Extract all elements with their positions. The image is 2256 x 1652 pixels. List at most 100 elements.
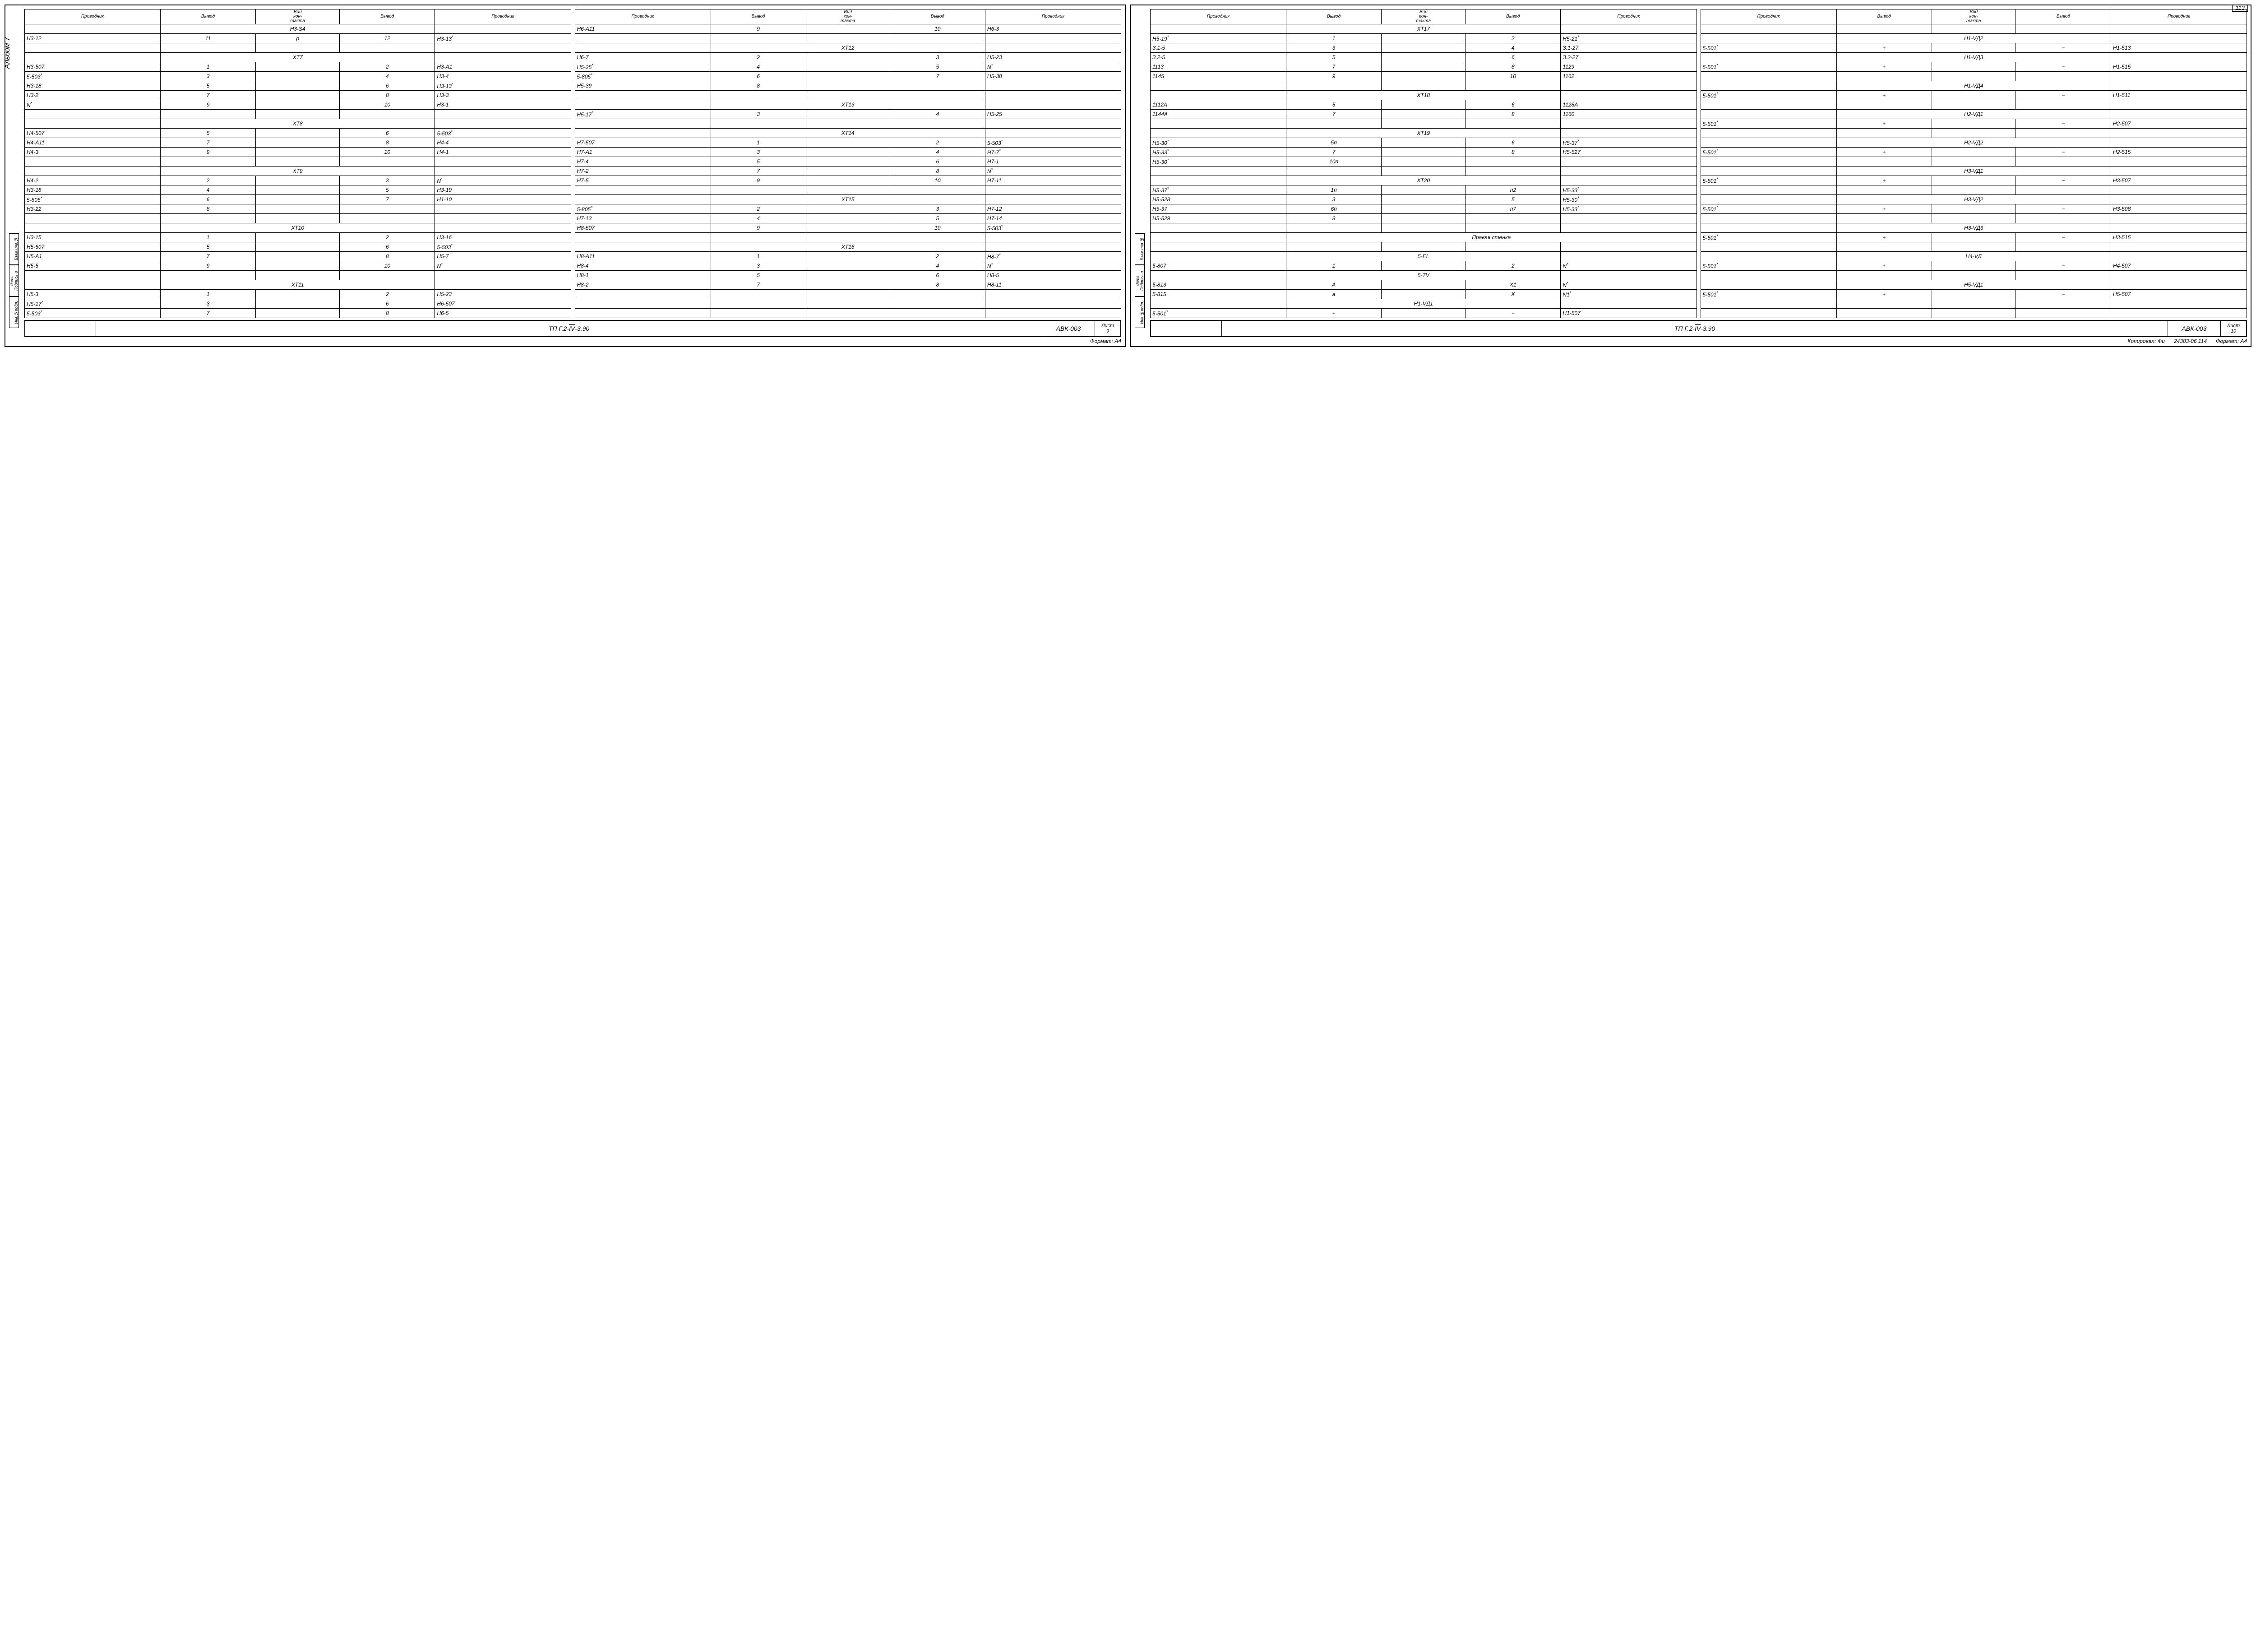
cell: 2 <box>1465 34 1561 43</box>
cell <box>256 43 340 53</box>
cell: Н5-33* <box>1561 204 1697 214</box>
cell: Н2-507 <box>2111 119 2247 129</box>
cell <box>435 271 571 280</box>
cell: 9 <box>161 261 256 271</box>
hdr-vid: Видкон-такта <box>1382 9 1465 24</box>
table-row <box>1701 129 2247 138</box>
cell: Н5-38 <box>985 72 1121 81</box>
cell: Н3-12 <box>25 34 161 43</box>
titleblock-left: ТП Г.2-IV-3.90 АВК-003 Лист 9 <box>24 320 1121 337</box>
cell <box>1465 242 1561 252</box>
cell: Н6-5 <box>435 309 571 318</box>
cell <box>1701 214 1836 223</box>
cell <box>1382 53 1465 62</box>
cell <box>340 214 435 223</box>
hdr-vyvod: Вывод <box>1465 9 1561 24</box>
table-row: 5-805* 6 7 Н5-38 <box>575 72 1121 81</box>
table-row <box>1701 299 2247 309</box>
cell: 4 <box>711 214 806 223</box>
table-row: Н5-5 9 10 N* <box>25 261 571 271</box>
section-header-row: Н2-VД2 <box>1701 138 2247 148</box>
side-column: Взам.инв.№ Подпись и дата Инв.№подл. <box>1135 233 1145 328</box>
cell <box>806 138 890 148</box>
cell: Н5-25* <box>575 62 711 72</box>
cell <box>2111 138 2247 148</box>
cell <box>161 271 256 280</box>
cell <box>575 119 711 129</box>
cell: Н5-23 <box>985 53 1121 62</box>
cell: 6п <box>1286 204 1382 214</box>
cell: 6 <box>890 271 985 280</box>
cell: Н3-13* <box>435 81 571 91</box>
table-row <box>1701 100 2247 110</box>
tb-list: Лист 10 <box>2221 321 2246 336</box>
tb-empty <box>1151 321 1222 336</box>
cell <box>1701 252 1836 261</box>
cell <box>435 43 571 53</box>
cell <box>161 110 256 119</box>
section-header: Н4-VД <box>1836 252 2111 261</box>
sheet-left: Альбом 7 Взам.инв.№ Подпись и дата Инв.№… <box>5 5 1126 347</box>
cell <box>2111 110 2247 119</box>
cell: 5 <box>711 157 806 167</box>
cell: 3 <box>340 176 435 185</box>
album-label: Альбом 7 <box>4 37 12 69</box>
cell: Н5-30* <box>1151 138 1286 148</box>
cell: 5 <box>890 62 985 72</box>
cell <box>256 271 340 280</box>
cell <box>806 299 890 309</box>
section-header-row: ХТ16 <box>575 242 1121 252</box>
section-header: Н3-VД1 <box>1836 167 2111 176</box>
cell <box>575 299 711 309</box>
section-header: Н3-S4 <box>161 24 435 34</box>
table-row <box>575 34 1121 43</box>
table-row: Н4-А11 7 8 Н4-4 <box>25 138 571 148</box>
cell: 1 <box>711 252 806 261</box>
cell: Н3-4 <box>435 72 571 81</box>
table-row: Н7-13 4 5 Н7-14 <box>575 214 1121 223</box>
cell <box>256 110 340 119</box>
cell <box>435 167 571 176</box>
cell: Н6-3 <box>985 24 1121 34</box>
cell <box>2111 129 2247 138</box>
cell <box>1836 214 1932 223</box>
table-row: 1144А 7 8 1160 <box>1151 110 1697 119</box>
sheet-right: 113 Взам.инв.№ Подпись и дата Инв.№подл.… <box>1130 5 2251 347</box>
section-header: ХТ11 <box>161 280 435 290</box>
table-row <box>25 43 571 53</box>
cell: Н8-7* <box>985 252 1121 261</box>
cell <box>806 290 890 299</box>
table-row: Н5-3 1 2 Н5-23 <box>25 290 571 299</box>
table-row: Н8-507 9 10 5-503* <box>575 223 1121 233</box>
cell <box>1151 24 1286 34</box>
cell <box>2111 242 2247 252</box>
table-row: Н5-30* 10п <box>1151 157 1697 167</box>
cell <box>256 204 340 214</box>
cell <box>435 53 571 62</box>
cell <box>2111 167 2247 176</box>
section-header-row: ХТ11 <box>25 280 571 290</box>
cell <box>806 148 890 157</box>
cell: 8 <box>890 167 985 176</box>
table-row <box>575 309 1121 318</box>
cell: 1п <box>1286 185 1382 195</box>
section-header: Н2-VД2 <box>1836 138 2111 148</box>
cell: 5-503* <box>435 129 571 138</box>
cell <box>711 34 806 43</box>
footer-right: Копировал: Фи 24383-06 114 Формат: А4 <box>1150 337 2247 344</box>
cell <box>1286 223 1382 233</box>
cell <box>806 176 890 185</box>
table-row: 5-501* + − Н2-507 <box>1701 119 2247 129</box>
cell: 8 <box>340 252 435 261</box>
cell: 8 <box>340 91 435 100</box>
cell: Н6-А11 <box>575 24 711 34</box>
table-row: 5-813 А Х1 N* <box>1151 280 1697 290</box>
cell: Н3-А1 <box>435 62 571 72</box>
table-row: Н5-37 6п п7 Н5-33* <box>1151 204 1697 214</box>
table-row <box>575 91 1121 100</box>
cell <box>1561 157 1697 167</box>
table-row: 1112А 5 6 1128А <box>1151 100 1697 110</box>
section-header: Н1-VД2 <box>1836 34 2111 43</box>
cell: 4 <box>711 62 806 72</box>
cell <box>2016 72 2111 81</box>
